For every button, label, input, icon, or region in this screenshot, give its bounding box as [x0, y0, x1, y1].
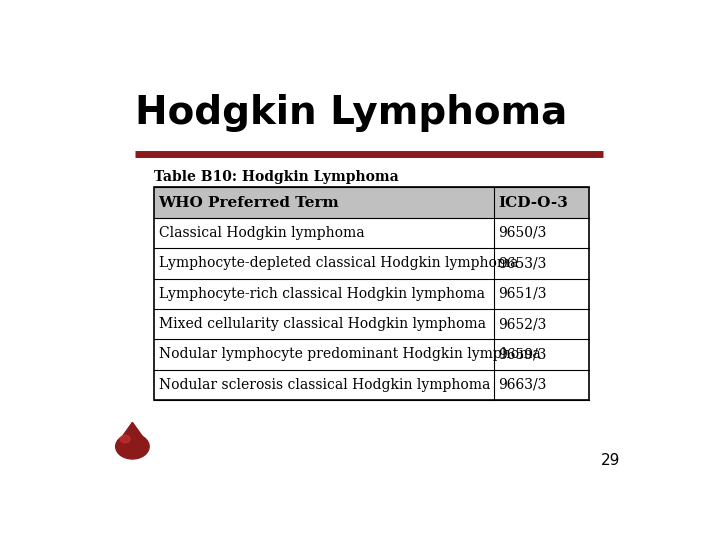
Polygon shape	[119, 422, 145, 441]
Text: Nodular sclerosis classical Hodgkin lymphoma: Nodular sclerosis classical Hodgkin lymp…	[158, 378, 490, 392]
Text: 29: 29	[600, 453, 620, 468]
Bar	[154, 309, 590, 339]
Bar	[154, 187, 590, 218]
Bar	[154, 369, 590, 400]
Text: 9659/3: 9659/3	[498, 347, 546, 361]
Bar	[154, 218, 590, 248]
Text: 9650/3: 9650/3	[498, 226, 546, 240]
Text: ICD-O-3: ICD-O-3	[498, 195, 568, 210]
Text: Lymphocyte-depleted classical Hodgkin lymphoma: Lymphocyte-depleted classical Hodgkin ly…	[158, 256, 518, 271]
Text: Mixed cellularity classical Hodgkin lymphoma: Mixed cellularity classical Hodgkin lymp…	[158, 317, 485, 331]
Circle shape	[120, 435, 130, 443]
Text: Nodular lymphocyte predominant Hodgkin lymphoma: Nodular lymphocyte predominant Hodgkin l…	[158, 347, 541, 361]
Text: Lymphocyte-rich classical Hodgkin lymphoma: Lymphocyte-rich classical Hodgkin lympho…	[158, 287, 485, 301]
Text: 9652/3: 9652/3	[498, 317, 546, 331]
Text: Classical Hodgkin lymphoma: Classical Hodgkin lymphoma	[158, 226, 364, 240]
Bar	[154, 187, 590, 400]
Text: Table B10: Hodgkin Lymphoma: Table B10: Hodgkin Lymphoma	[154, 170, 399, 184]
Bar	[154, 339, 590, 369]
Text: 9651/3: 9651/3	[498, 287, 546, 301]
Circle shape	[116, 434, 149, 459]
Text: Hodgkin Lymphoma: Hodgkin Lymphoma	[135, 94, 567, 132]
Bar	[154, 279, 590, 309]
Bar	[154, 248, 590, 279]
Text: WHO Preferred Term: WHO Preferred Term	[158, 195, 339, 210]
Text: 9663/3: 9663/3	[498, 378, 546, 392]
Text: 9653/3: 9653/3	[498, 256, 546, 271]
